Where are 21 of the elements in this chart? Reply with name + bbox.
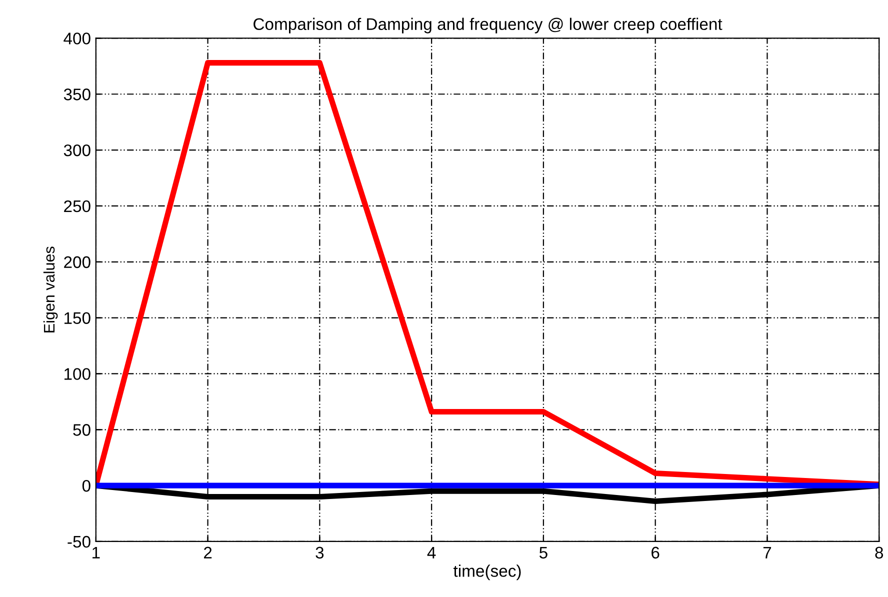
y-tick-label: 200	[64, 256, 90, 268]
y-tick-label: 100	[64, 368, 90, 380]
y-axis-title: Eigen values	[43, 246, 58, 332]
x-tick-label: 6	[652, 546, 660, 559]
y-tick-label: 0	[82, 480, 90, 492]
y-tick-label: 150	[64, 312, 90, 324]
y-tick-label: 250	[64, 200, 90, 212]
x-tick-label: 5	[539, 546, 548, 559]
y-tick-label: 300	[64, 144, 90, 156]
x-tick-label: 1	[92, 546, 100, 558]
y-tick-label: 400	[64, 32, 90, 44]
x-axis-title: time(sec)	[454, 564, 521, 580]
x-tick-label: 3	[316, 546, 324, 559]
y-tick-label: 50	[73, 424, 90, 436]
chart-title: Comparison of Damping and frequency @ lower creep coeffient	[254, 18, 722, 34]
y-tick-label: -50	[68, 536, 90, 548]
y-tick-label: 350	[64, 88, 90, 100]
x-tick-label: 4	[427, 546, 436, 558]
x-tick-label: 8	[875, 546, 884, 559]
x-tick-label: 2	[204, 546, 212, 558]
x-tick-label: 7	[763, 546, 772, 558]
